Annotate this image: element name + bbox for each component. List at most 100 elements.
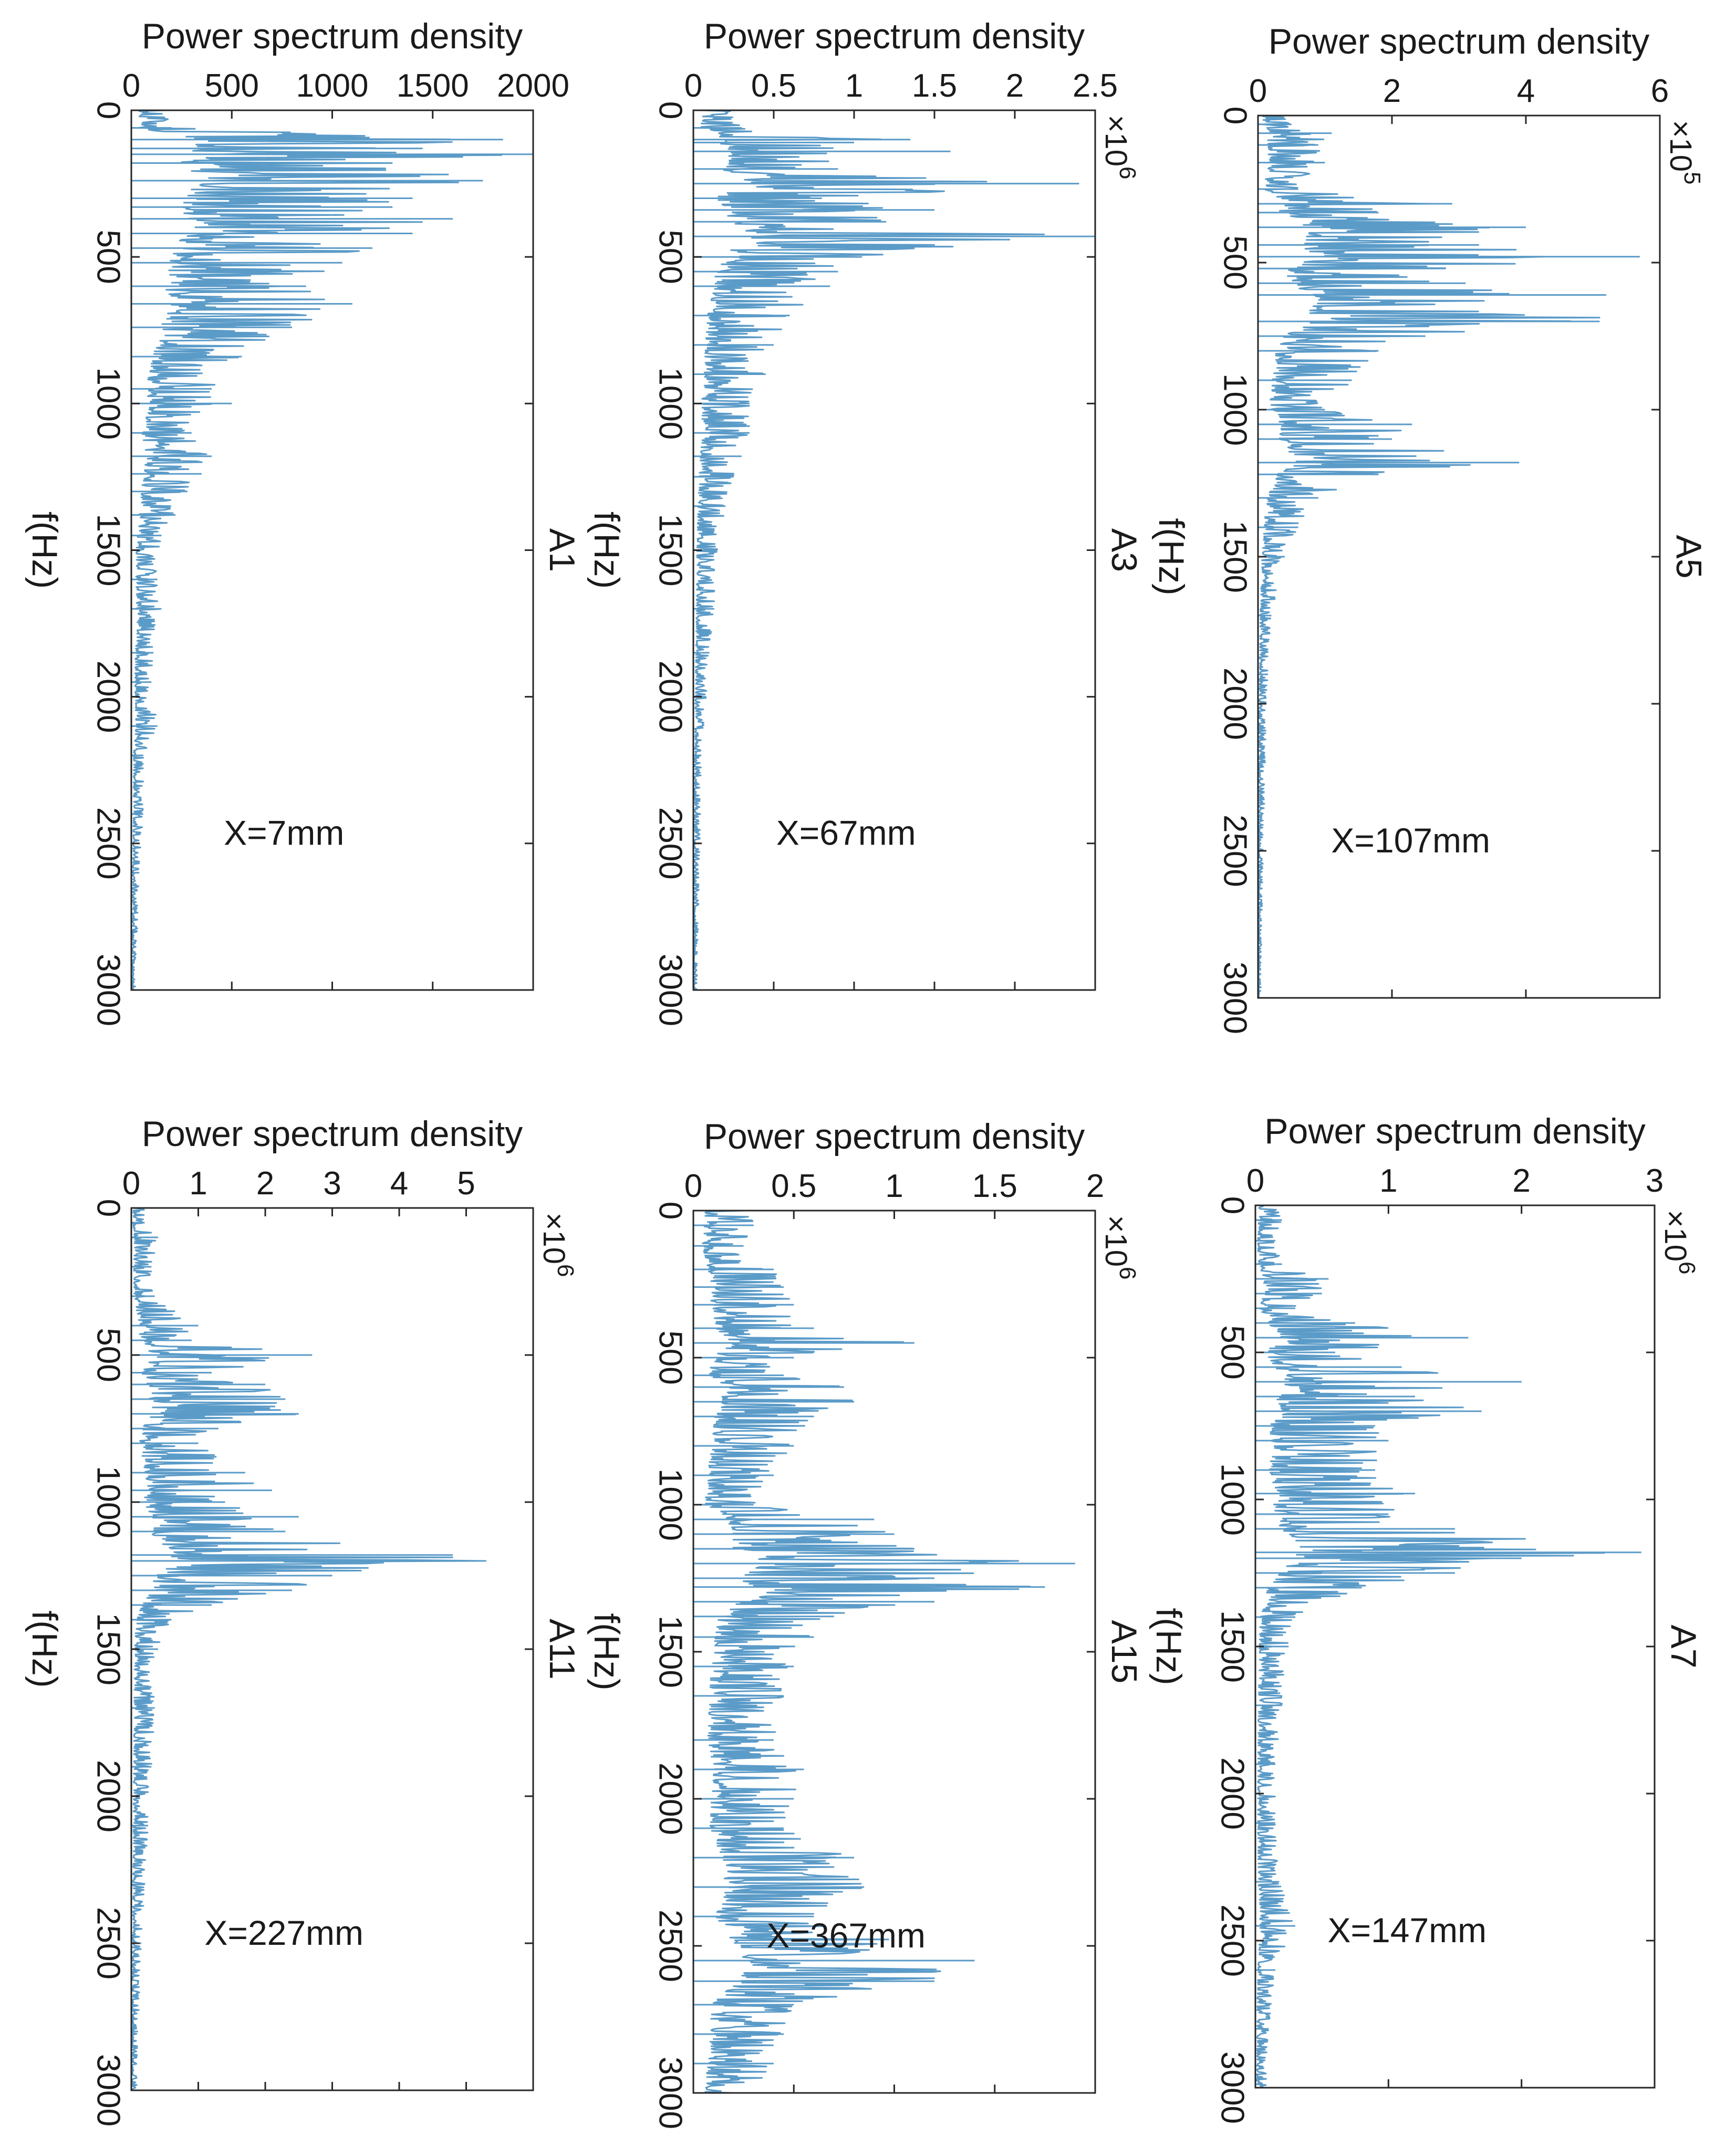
scale-multiplier: ×106 [537, 1213, 579, 1277]
position-annotation: X=227mm [204, 1913, 363, 1952]
chart-panel-a11: 0 1 2 3 4 5 0 500 1000 1500 2000 2500 3000 Power spec… [25, 1114, 582, 2127]
panel-title: Power spectrum density [142, 1114, 523, 1154]
power-tick-label: 3 [1646, 1163, 1664, 1199]
freq-tick-label: 3000 [1217, 962, 1253, 1034]
freq-axis-label: f(Hz) [25, 1610, 65, 1687]
freq-tick-label: 500 [1217, 235, 1253, 289]
scale-multiplier-base: ×10 [1659, 1210, 1693, 1262]
freq-tick-label: 500 [1214, 1325, 1251, 1379]
freq-tick-label: 0 [90, 1199, 127, 1217]
power-tick-label: 1 [1379, 1163, 1397, 1199]
freq-tick-label: 3000 [652, 954, 689, 1026]
freq-axis-label: f(Hz) [1149, 1608, 1189, 1685]
freq-tick-label: 2000 [652, 661, 689, 733]
freq-tick-label: 3000 [652, 2057, 689, 2129]
freq-tick-label: 1000 [1214, 1463, 1251, 1536]
chart-panel-a5: 0 2 4 6 0 500 1000 1500 2000 2500 3000 Power spectr… [1151, 22, 1709, 1034]
freq-tick-label: 3000 [1214, 2051, 1251, 2124]
position-annotation: X=107mm [1331, 821, 1490, 860]
freq-tick-label: 0 [652, 101, 689, 119]
panel-id-label: A11 [542, 1619, 582, 1680]
freq-tick-label: 0 [652, 1202, 689, 1220]
freq-tick-label: 1000 [90, 367, 127, 440]
power-tick-label: 1 [845, 68, 863, 104]
position-annotation: X=147mm [1327, 1911, 1486, 1950]
power-tick-label: 1.5 [972, 1168, 1017, 1204]
power-tick-label: 2 [1086, 1168, 1104, 1204]
scale-multiplier: ×105 [1664, 120, 1706, 185]
power-tick-label: 2000 [497, 68, 569, 104]
psd-series-line [131, 109, 503, 991]
power-tick-label: 0 [122, 1165, 140, 1202]
power-tick-label: 500 [205, 68, 259, 104]
freq-tick-label: 0 [90, 101, 127, 119]
power-tick-label: 0.5 [751, 68, 796, 104]
scale-multiplier-base: ×10 [1099, 115, 1134, 166]
power-tick-label: 1 [189, 1165, 207, 1202]
scale-multiplier: ×106 [1099, 115, 1141, 180]
panel-id-label: A3 [1104, 528, 1144, 572]
plot-frame [692, 109, 1096, 991]
scale-multiplier-exponent: 5 [1680, 172, 1706, 184]
scale-multiplier-exponent: 6 [1115, 166, 1141, 179]
power-tick-label: 1500 [397, 68, 469, 104]
psd-series-line [693, 109, 1045, 991]
freq-tick-label: 2500 [1214, 1904, 1251, 1977]
freq-tick-label: 1500 [90, 514, 127, 587]
power-tick-label: 6 [1651, 73, 1669, 109]
freq-tick-label: 2500 [90, 807, 127, 880]
freq-tick-label: 0 [1217, 107, 1253, 124]
panel-title: Power spectrum density [142, 16, 523, 56]
power-tick-label: 2 [1006, 68, 1024, 104]
freq-tick-label: 500 [652, 1330, 689, 1384]
freq-tick-label: 500 [90, 230, 127, 284]
panel-title: Power spectrum density [1269, 22, 1650, 61]
panel-title: Power spectrum density [1264, 1111, 1646, 1151]
position-annotation: X=367mm [766, 1916, 926, 1955]
freq-tick-label: 500 [90, 1328, 127, 1382]
position-annotation: X=67mm [776, 814, 916, 852]
power-tick-label: 5 [457, 1165, 475, 1202]
power-tick-label: 0 [1249, 73, 1267, 109]
scale-multiplier: ×106 [1659, 1210, 1700, 1275]
freq-axis-label: f(Hz) [1151, 518, 1191, 595]
freq-tick-label: 2000 [90, 1760, 127, 1832]
freq-tick-label: 1000 [90, 1466, 127, 1538]
chart-panel-a15: 0 0.5 1 1.5 2 0 500 1000 1500 2000 2500 3000 Power s… [587, 1117, 1144, 2129]
scale-multiplier-exponent: 6 [1675, 1262, 1700, 1274]
panel-title: Power spectrum density [704, 1117, 1085, 1156]
scale-multiplier: ×106 [1099, 1215, 1141, 1280]
freq-tick-label: 1500 [1217, 520, 1253, 593]
freq-axis-label: f(Hz) [587, 512, 627, 589]
freq-tick-label: 1500 [1214, 1610, 1251, 1683]
freq-axis-label: f(Hz) [25, 512, 65, 589]
freq-tick-label: 2500 [1217, 815, 1253, 887]
freq-tick-label: 2000 [1214, 1757, 1251, 1830]
panel-id-label: A1 [542, 528, 582, 572]
power-tick-label: 4 [390, 1165, 408, 1202]
power-tick-label: 0 [684, 68, 702, 104]
psd-series-line [1257, 114, 1600, 999]
power-tick-label: 0 [1246, 1163, 1264, 1199]
freq-tick-label: 1000 [652, 367, 689, 440]
freq-tick-label: 1500 [652, 514, 689, 587]
freq-tick-label: 3000 [90, 954, 127, 1026]
position-annotation: X=7mm [224, 814, 344, 852]
power-tick-label: 0 [684, 1168, 702, 1204]
freq-tick-label: 2500 [90, 1907, 127, 1979]
power-tick-label: 1000 [296, 68, 369, 104]
power-tick-label: 0 [122, 68, 140, 104]
power-tick-label: 1 [885, 1168, 903, 1204]
freq-tick-label: 2000 [90, 661, 127, 733]
power-tick-label: 2 [256, 1165, 274, 1202]
freq-tick-label: 3000 [90, 2054, 127, 2127]
freq-tick-label: 1500 [90, 1613, 127, 1685]
freq-tick-label: 0 [1214, 1196, 1251, 1214]
power-tick-label: 2 [1512, 1163, 1530, 1199]
power-tick-label: 1.5 [912, 68, 957, 104]
panel-id-label: A7 [1664, 1624, 1703, 1668]
scale-multiplier-base: ×10 [537, 1213, 571, 1264]
scale-multiplier-base: ×10 [1099, 1215, 1134, 1267]
freq-axis-label: f(Hz) [587, 1613, 627, 1690]
